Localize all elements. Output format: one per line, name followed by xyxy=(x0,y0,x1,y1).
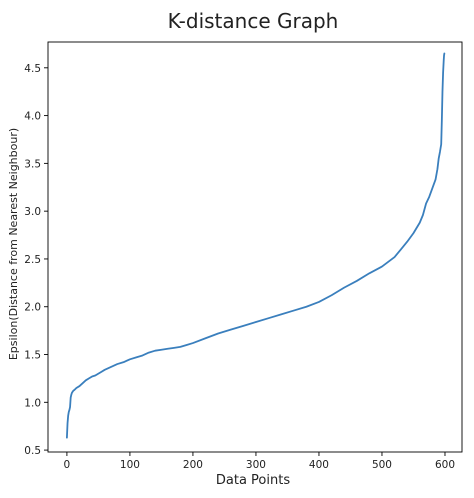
y-tick-label: 1.0 xyxy=(24,397,41,409)
k-distance-line xyxy=(66,52,446,439)
x-tick-label: 300 xyxy=(246,459,266,471)
x-tick-label: 100 xyxy=(120,459,140,471)
x-tick-label: 500 xyxy=(372,459,392,471)
x-axis-label: Data Points xyxy=(216,473,290,488)
x-tick-label: 400 xyxy=(309,459,329,471)
y-tick-label: 3.0 xyxy=(24,206,41,218)
y-tick-label: 2.0 xyxy=(24,302,41,314)
y-tick-label: 3.5 xyxy=(24,158,41,170)
series-group xyxy=(66,52,446,439)
y-tick-label: 2.5 xyxy=(24,254,41,266)
y-tick-label: 4.5 xyxy=(24,63,41,75)
plot-frame xyxy=(47,41,463,453)
y-tick-label: 1.5 xyxy=(24,350,41,362)
x-tick-label: 200 xyxy=(183,459,203,471)
axes-group xyxy=(47,41,463,453)
y-tick-label: 0.5 xyxy=(24,445,41,457)
y-tick-label: 4.0 xyxy=(24,111,41,123)
x-tick-label: 0 xyxy=(64,459,71,471)
chart-title: K-distance Graph xyxy=(168,9,339,33)
y-axis-label: Epsilon(Distance from Nearest Neighbour) xyxy=(7,128,20,360)
ticks-group: 0 100 200 300 400 500 600 0.5 1.0 1.5 2.0 2.5 3.0 3.5… xyxy=(24,63,455,471)
x-tick-label: 600 xyxy=(435,459,455,471)
